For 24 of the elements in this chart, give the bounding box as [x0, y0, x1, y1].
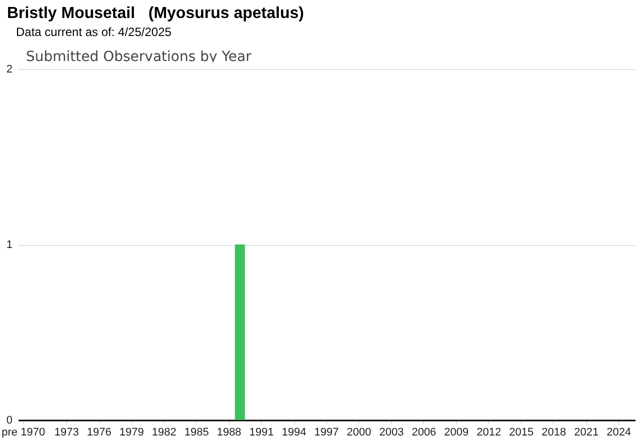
x-tick-label: 1994 [282, 426, 306, 438]
x-tick-label: 2015 [509, 426, 534, 438]
y-tick-label: 0 [6, 414, 12, 426]
x-tick-label: 2009 [444, 426, 469, 438]
x-tick-label: 2024 [606, 426, 632, 438]
x-tick-label: 2006 [412, 426, 436, 438]
x-tick-label: 1988 [216, 426, 242, 438]
x-tick-label: 1991 [249, 426, 274, 438]
x-tick-label: 2021 [574, 426, 599, 438]
x-tick-label: 1973 [54, 426, 79, 438]
chart-title: Bristly Mousetail (Myosurus apetalus) [7, 5, 304, 23]
x-tick-label: 1982 [152, 426, 176, 438]
y-tick-label: 1 [6, 239, 12, 251]
x-tick-label: 1979 [119, 426, 144, 438]
x-tick-label: 2018 [542, 426, 566, 438]
x-tick-label: 1997 [314, 426, 339, 438]
chart-subtitle: Data current as of: 4/25/2025 [16, 25, 172, 39]
x-tick-label: 1985 [184, 426, 209, 438]
x-tick-label: pre 1970 [2, 426, 46, 438]
x-tick-label: 1976 [86, 426, 112, 438]
x-tick-label: 2000 [346, 426, 372, 438]
y-tick-label: 2 [6, 64, 12, 76]
x-tick-label: 2003 [379, 426, 404, 438]
x-tick-label: 2012 [476, 426, 502, 438]
